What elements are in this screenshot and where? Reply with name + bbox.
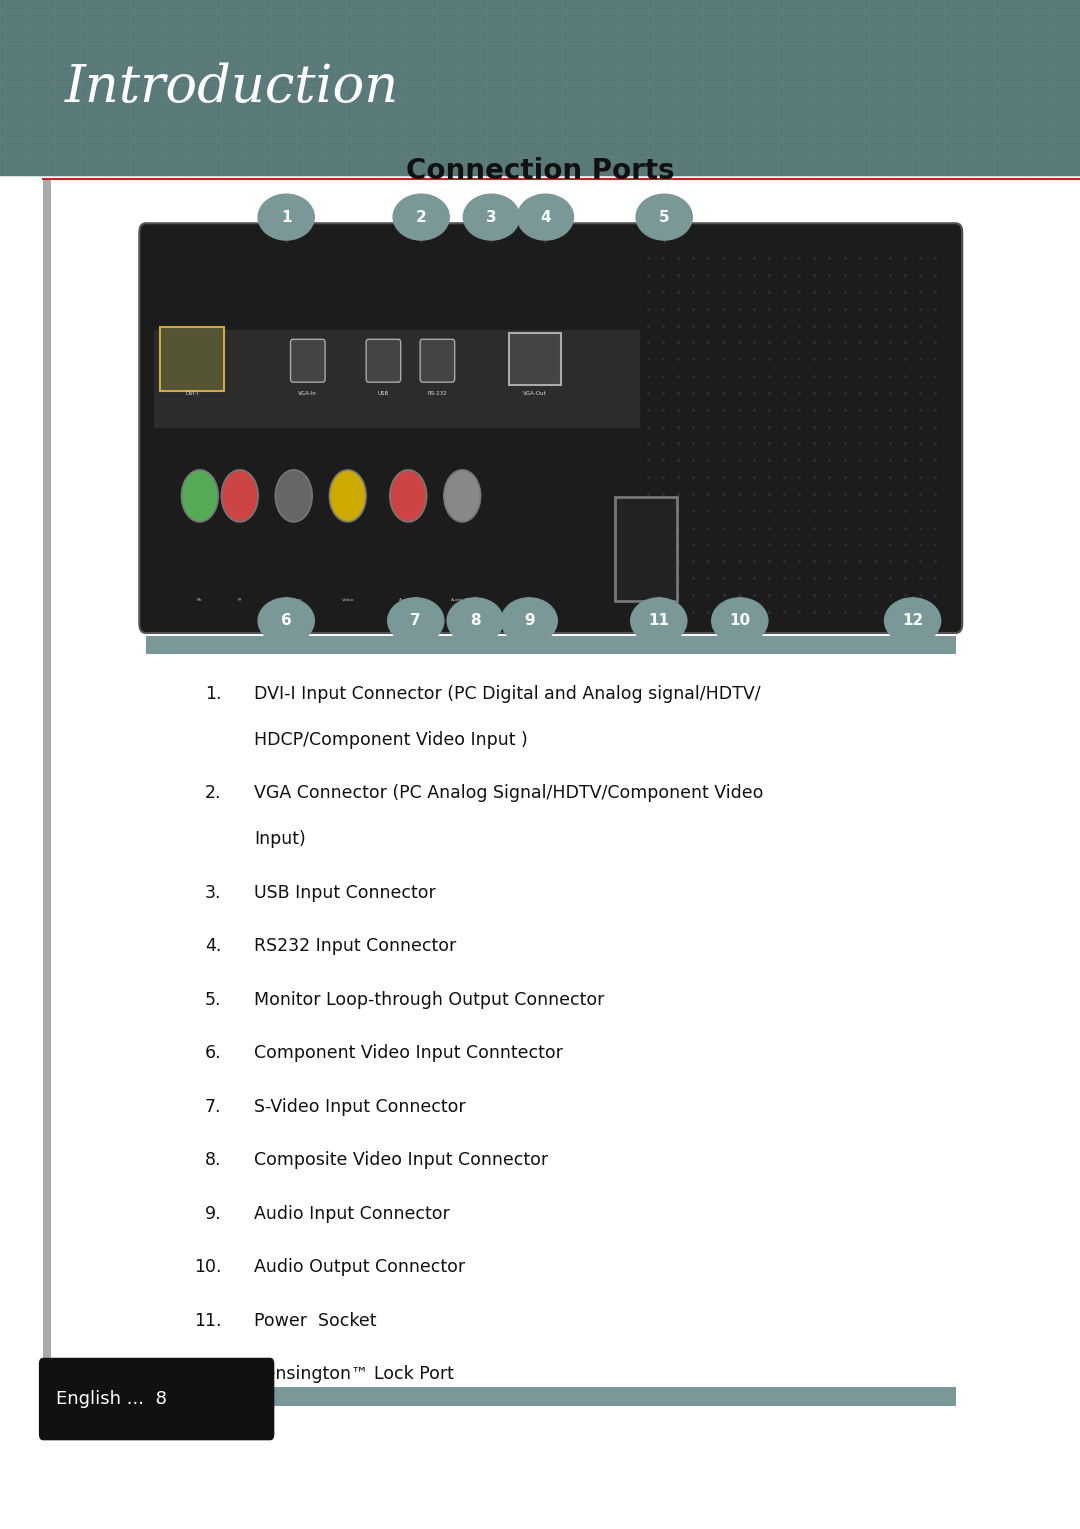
- Text: 5: 5: [659, 209, 670, 225]
- Ellipse shape: [258, 598, 314, 644]
- Circle shape: [181, 469, 218, 521]
- Text: 10: 10: [729, 613, 751, 628]
- Text: Kensington™ Lock Port: Kensington™ Lock Port: [254, 1365, 454, 1384]
- Text: Monitor Loop-through Output Connector: Monitor Loop-through Output Connector: [254, 991, 604, 1009]
- Text: 4: 4: [540, 209, 551, 225]
- Text: 12: 12: [902, 613, 923, 628]
- Text: 6.: 6.: [205, 1044, 221, 1063]
- Ellipse shape: [388, 598, 444, 644]
- Text: HDCP/Component Video Input ): HDCP/Component Video Input ): [254, 731, 527, 749]
- Text: 3: 3: [486, 209, 497, 225]
- Ellipse shape: [631, 598, 687, 644]
- FancyBboxPatch shape: [615, 497, 677, 601]
- Ellipse shape: [517, 194, 573, 240]
- Circle shape: [390, 469, 427, 521]
- Ellipse shape: [463, 194, 519, 240]
- Ellipse shape: [636, 194, 692, 240]
- Text: Audio-Out: Audio-Out: [451, 598, 473, 602]
- Text: Connection Ports: Connection Ports: [406, 157, 674, 185]
- Text: English ...  8: English ... 8: [56, 1390, 167, 1408]
- Text: DVI-I Input Connector (PC Digital and Analog signal/HDTV/: DVI-I Input Connector (PC Digital and An…: [254, 685, 760, 703]
- Text: RS-232: RS-232: [428, 391, 447, 396]
- Text: 2.: 2.: [205, 784, 221, 803]
- Text: 2: 2: [416, 209, 427, 225]
- Ellipse shape: [885, 598, 941, 644]
- Text: USB: USB: [378, 391, 389, 396]
- Text: Component Video Input Conntector: Component Video Input Conntector: [254, 1044, 563, 1063]
- Text: RS232 Input Connector: RS232 Input Connector: [254, 937, 456, 956]
- Ellipse shape: [393, 194, 449, 240]
- Text: 9: 9: [524, 613, 535, 628]
- Text: 5.: 5.: [205, 991, 221, 1009]
- Circle shape: [221, 469, 258, 521]
- Text: USB Input Connector: USB Input Connector: [254, 884, 435, 902]
- Text: Audio Output Connector: Audio Output Connector: [254, 1258, 464, 1277]
- Text: S-Video Input Connector: S-Video Input Connector: [254, 1098, 465, 1116]
- Text: 4.: 4.: [205, 937, 221, 956]
- Text: Pr: Pr: [238, 598, 242, 602]
- Text: 7: 7: [410, 613, 421, 628]
- FancyBboxPatch shape: [146, 1387, 956, 1405]
- Ellipse shape: [447, 598, 503, 644]
- Text: Input): Input): [254, 830, 306, 849]
- Text: Power  Socket: Power Socket: [254, 1312, 376, 1330]
- FancyBboxPatch shape: [39, 1358, 274, 1440]
- Text: Video: Video: [341, 598, 354, 602]
- FancyBboxPatch shape: [291, 339, 325, 382]
- Text: Audio-In: Audio-In: [400, 598, 417, 602]
- Text: S-Video: S-Video: [285, 598, 302, 602]
- FancyBboxPatch shape: [139, 223, 962, 633]
- FancyBboxPatch shape: [43, 179, 51, 1430]
- Text: 10.: 10.: [194, 1258, 221, 1277]
- Text: 7.: 7.: [205, 1098, 221, 1116]
- Text: VGA Connector (PC Analog Signal/HDTV/Component Video: VGA Connector (PC Analog Signal/HDTV/Com…: [254, 784, 764, 803]
- Text: VGA-Out: VGA-Out: [523, 391, 546, 396]
- FancyBboxPatch shape: [160, 327, 224, 391]
- Text: 3.: 3.: [205, 884, 221, 902]
- Text: 11: 11: [648, 613, 670, 628]
- Text: 9.: 9.: [205, 1205, 221, 1223]
- Text: 12.: 12.: [194, 1365, 221, 1384]
- Text: Introduction: Introduction: [65, 63, 399, 113]
- FancyBboxPatch shape: [366, 339, 401, 382]
- Text: Audio Input Connector: Audio Input Connector: [254, 1205, 449, 1223]
- Text: Pb: Pb: [198, 598, 202, 602]
- Ellipse shape: [258, 194, 314, 240]
- FancyBboxPatch shape: [420, 339, 455, 382]
- FancyBboxPatch shape: [154, 330, 640, 428]
- Ellipse shape: [501, 598, 557, 644]
- Text: Composite Video Input Connector: Composite Video Input Connector: [254, 1151, 548, 1170]
- Text: 8: 8: [470, 613, 481, 628]
- FancyBboxPatch shape: [509, 333, 561, 385]
- Text: DVI-I: DVI-I: [186, 391, 199, 396]
- Circle shape: [329, 469, 366, 521]
- Circle shape: [275, 469, 312, 521]
- Text: 6: 6: [281, 613, 292, 628]
- Text: 1.: 1.: [205, 685, 221, 703]
- Text: 8.: 8.: [205, 1151, 221, 1170]
- FancyBboxPatch shape: [146, 636, 956, 654]
- Text: VGA-In: VGA-In: [298, 391, 318, 396]
- Text: 1: 1: [281, 209, 292, 225]
- FancyBboxPatch shape: [0, 0, 1080, 176]
- Ellipse shape: [712, 598, 768, 644]
- Circle shape: [444, 469, 481, 521]
- Text: 11.: 11.: [194, 1312, 221, 1330]
